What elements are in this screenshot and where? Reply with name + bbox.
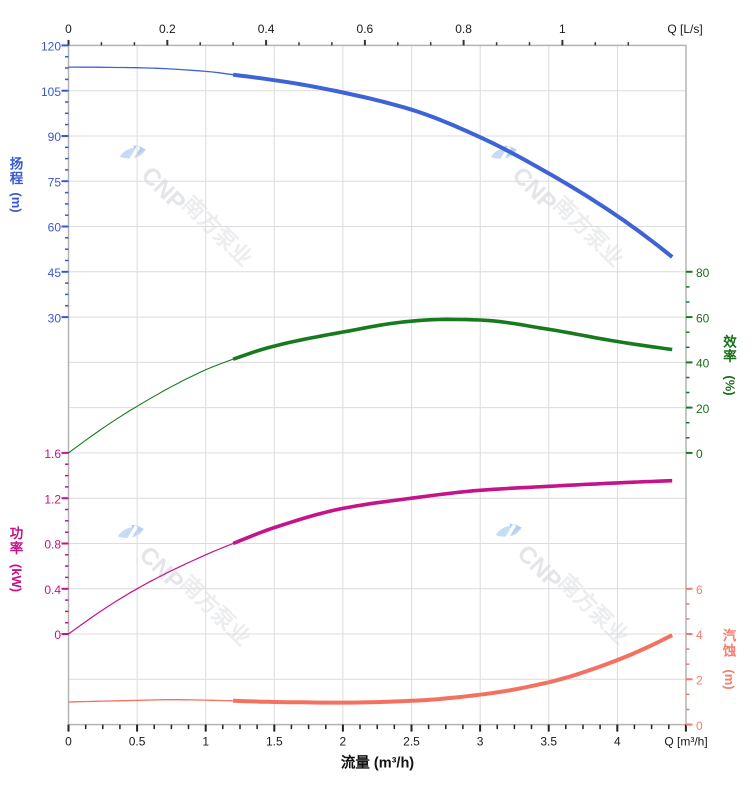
svg-text:0: 0 — [54, 628, 61, 642]
svg-text:0.4: 0.4 — [258, 22, 275, 36]
svg-text:30: 30 — [48, 311, 62, 325]
svg-text:0: 0 — [696, 447, 703, 461]
svg-text:流量 (m³/h): 流量 (m³/h) — [341, 754, 414, 772]
svg-text:(m): (m) — [722, 669, 737, 689]
svg-text:(m): (m) — [9, 192, 24, 212]
svg-text:60: 60 — [696, 311, 710, 325]
svg-text:(kW): (kW) — [9, 564, 24, 592]
svg-text:4: 4 — [696, 628, 703, 642]
svg-text:1.6: 1.6 — [44, 447, 61, 461]
svg-text:75: 75 — [48, 175, 62, 189]
svg-text:功: 功 — [10, 526, 24, 541]
svg-text:1.2: 1.2 — [44, 492, 61, 506]
svg-text:20: 20 — [696, 402, 710, 416]
svg-text:蚀: 蚀 — [722, 643, 737, 659]
svg-text:3.5: 3.5 — [540, 735, 557, 749]
svg-text:0.8: 0.8 — [455, 22, 472, 36]
svg-text:0.8: 0.8 — [44, 538, 61, 552]
svg-text:0.4: 0.4 — [44, 583, 61, 597]
svg-text:Q [L/s]: Q [L/s] — [667, 22, 702, 36]
svg-text:45: 45 — [48, 266, 62, 280]
svg-text:2: 2 — [696, 674, 703, 688]
svg-text:Q [m³/h]: Q [m³/h] — [664, 735, 707, 749]
svg-text:90: 90 — [48, 130, 62, 144]
svg-text:0: 0 — [65, 22, 72, 36]
svg-text:1: 1 — [559, 22, 566, 36]
svg-text:程: 程 — [10, 171, 24, 186]
svg-text:40: 40 — [696, 357, 710, 371]
svg-text:80: 80 — [696, 266, 710, 280]
svg-text:率: 率 — [10, 540, 24, 556]
svg-text:0.2: 0.2 — [159, 22, 176, 36]
svg-text:1: 1 — [202, 735, 209, 749]
svg-text:120: 120 — [41, 40, 61, 54]
svg-text:105: 105 — [41, 85, 61, 99]
svg-text:扬: 扬 — [10, 156, 24, 172]
svg-text:0.6: 0.6 — [357, 22, 374, 36]
svg-text:(%): (%) — [723, 375, 738, 395]
svg-text:1.5: 1.5 — [266, 735, 283, 749]
svg-text:60: 60 — [48, 221, 62, 235]
svg-text:0: 0 — [65, 735, 72, 749]
svg-text:4: 4 — [614, 735, 621, 749]
svg-text:汽: 汽 — [723, 628, 737, 644]
svg-text:率: 率 — [723, 348, 737, 364]
svg-text:6: 6 — [696, 583, 703, 597]
svg-text:效: 效 — [723, 334, 737, 350]
svg-text:2: 2 — [340, 735, 347, 749]
svg-text:0.5: 0.5 — [129, 735, 146, 749]
svg-text:2.5: 2.5 — [403, 735, 420, 749]
svg-text:0: 0 — [696, 719, 703, 733]
svg-text:3: 3 — [477, 735, 484, 749]
